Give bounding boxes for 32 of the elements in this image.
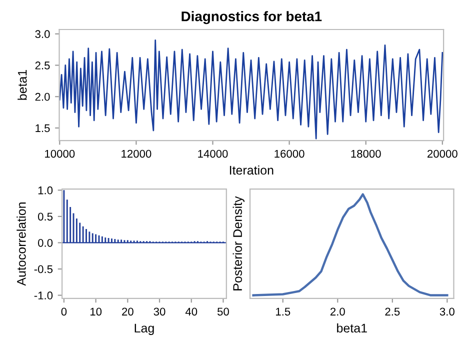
y-tick-label: -1.0 bbox=[34, 292, 53, 300]
y-axis-title: Autocorrelation bbox=[16, 202, 26, 286]
y-tick-label: 2.0 bbox=[35, 92, 50, 101]
x-tick-label: 10000 bbox=[45, 150, 75, 158]
y-tick-label: 2.5 bbox=[35, 62, 50, 70]
x-axis-title: Iteration bbox=[230, 165, 274, 175]
y-tick-label: 1.5 bbox=[36, 124, 50, 132]
y-axis-title: Posterior Density bbox=[232, 196, 244, 290]
chart-title: Diagnostics for beta1 bbox=[182, 11, 322, 24]
y-tick-label: -0.5 bbox=[34, 265, 53, 274]
x-tick-label: 12000 bbox=[122, 150, 152, 158]
x-tick-label: 2.5 bbox=[385, 308, 400, 316]
y-axis-title: beta1 bbox=[18, 70, 27, 100]
y-tick-label: 1.0 bbox=[38, 186, 53, 194]
x-tick-label: 2.0 bbox=[330, 308, 345, 316]
x-tick-label: 16000 bbox=[274, 150, 304, 158]
y-tick-label: 0.0 bbox=[38, 238, 53, 247]
x-tick-label: 20000 bbox=[428, 150, 458, 158]
y-tick-label: 3.0 bbox=[35, 30, 50, 38]
x-axis-title: Lag bbox=[134, 324, 154, 336]
x-tick-label: 50 bbox=[217, 308, 229, 316]
x-tick-label: 3.0 bbox=[440, 308, 454, 316]
x-axis-title: beta1 bbox=[337, 323, 367, 333]
x-tick-label: 40 bbox=[185, 308, 198, 316]
x-tick-label: 0 bbox=[61, 308, 67, 316]
x-tick-label: 10 bbox=[90, 308, 102, 316]
x-tick-label: 14000 bbox=[198, 150, 228, 158]
x-tick-label: 18000 bbox=[351, 150, 381, 158]
x-tick-label: 20 bbox=[122, 308, 134, 316]
y-tick-label: 0.5 bbox=[38, 212, 53, 221]
x-tick-label: 30 bbox=[154, 308, 166, 316]
x-tick-label: 1.5 bbox=[276, 308, 290, 316]
